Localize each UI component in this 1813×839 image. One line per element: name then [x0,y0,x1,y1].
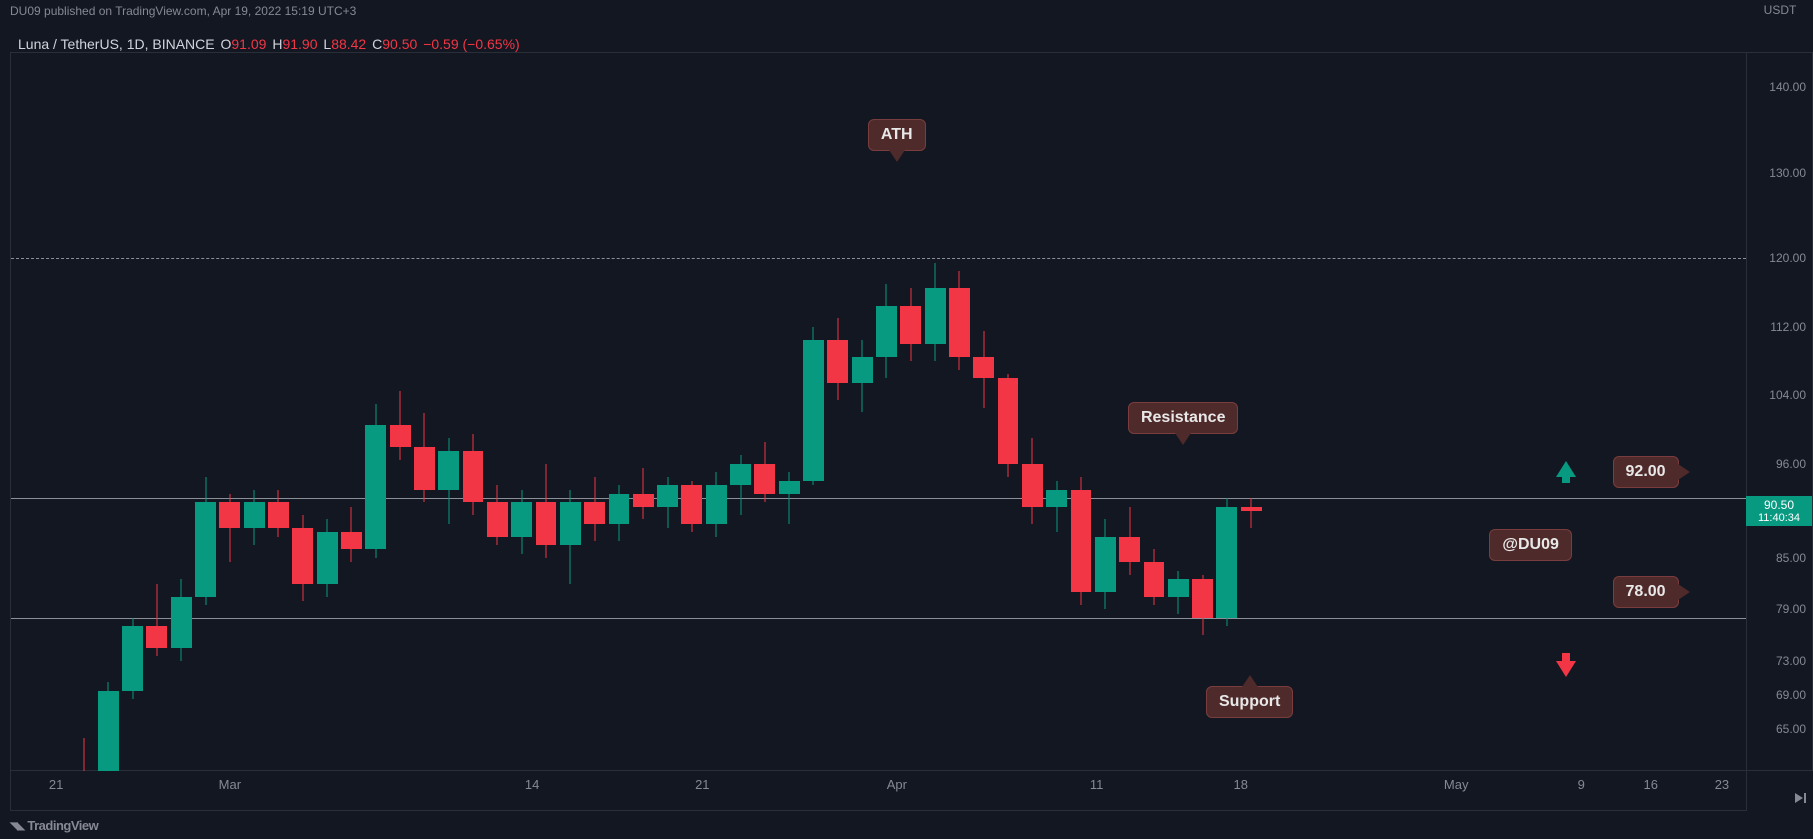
candlestick [925,53,946,772]
candlestick [1241,53,1262,772]
candlestick [1071,53,1092,772]
candlestick [317,53,338,772]
candlestick [365,53,386,772]
candlestick [74,53,95,772]
candlestick [852,53,873,772]
arrow-down-icon[interactable] [1556,661,1576,677]
candlestick [560,53,581,772]
candlestick [390,53,411,772]
price-tick: 85.00 [1776,551,1806,565]
candlestick [779,53,800,772]
candlestick [463,53,484,772]
callout-label[interactable]: Resistance [1128,402,1239,434]
footer-bar: ◥◣TradingView [0,811,1813,839]
time-axis[interactable]: 21 Mar 14 21 Apr 11 18 May 9 16 23 [10,771,1747,811]
time-tick: 14 [525,777,539,792]
candlestick [268,53,289,772]
candlestick [584,53,605,772]
candlestick [341,53,362,772]
time-tick: 16 [1643,777,1657,792]
callout-label[interactable]: Support [1206,686,1293,718]
time-tick: May [1444,777,1469,792]
price-axis[interactable]: 65.00 69.00 73.00 79.00 85.00 96.00 104.00 112.… [1747,52,1813,771]
candlestick [536,53,557,772]
time-tick: Apr [887,777,907,792]
candlestick [244,53,265,772]
candlestick [803,53,824,772]
candlestick [219,53,240,772]
candlestick [609,53,630,772]
candlestick [438,53,459,772]
price-tick: 65.00 [1776,722,1806,736]
candlestick [681,53,702,772]
candlestick [414,53,435,772]
candlestick [511,53,532,772]
publish-info: DU09 published on TradingView.com, Apr 1… [0,0,1813,22]
time-tick: 21 [695,777,709,792]
candlestick [706,53,727,772]
candlestick [1095,53,1116,772]
chart-wrapper: Luna / TetherUS, 1D, BINANCE O91.09 H91.… [0,22,1813,811]
symbol-title[interactable]: Luna / TetherUS, 1D, BINANCE [18,36,215,52]
time-tick: 21 [49,777,63,792]
price-tick: 104.00 [1769,388,1806,402]
author-handle: @DU09 [1489,529,1572,561]
price-tick: 112.00 [1770,320,1806,334]
candlestick [633,53,654,772]
candlestick [292,53,313,772]
arrow-up-icon[interactable] [1556,461,1576,477]
price-tick: 120.00 [1769,251,1806,265]
time-tick: Mar [219,777,241,792]
callout-label[interactable]: 78.00 [1613,576,1679,608]
time-tick: 9 [1578,777,1585,792]
price-tick: 130.00 [1769,166,1806,180]
price-tick: 69.00 [1776,688,1806,702]
price-axis-currency: USDT [1747,0,1813,22]
candlestick [487,53,508,772]
callout-label[interactable]: 92.00 [1613,456,1679,488]
tradingview-logo[interactable]: ◥◣TradingView [10,818,98,833]
price-tick: 96.00 [1776,457,1806,471]
price-tick: 79.00 [1776,602,1806,616]
candlestick [657,53,678,772]
candlestick [171,53,192,772]
callout-label[interactable]: ATH [868,119,926,151]
go-to-last-bar-icon[interactable] [1791,789,1809,807]
candlestick [98,53,119,772]
time-tick: 23 [1715,777,1729,792]
candlestick [146,53,167,772]
time-tick: 18 [1234,777,1248,792]
candlestick [1046,53,1067,772]
candlestick [827,53,848,772]
price-tick: 140.00 [1769,80,1806,94]
candlestick [730,53,751,772]
time-tick: 11 [1090,777,1104,792]
candlestick [122,53,143,772]
chart-legend: Luna / TetherUS, 1D, BINANCE O91.09 H91.… [18,36,520,52]
candlestick [754,53,775,772]
candlestick [998,53,1019,772]
candlestick [1022,53,1043,772]
price-tick: 73.00 [1776,654,1806,668]
candlestick [195,53,216,772]
last-price-chip: 90.5011:40:34 [1746,496,1812,526]
candlestick [973,53,994,772]
chart-pane[interactable]: ATH Resistance Support 92.00 78.00 @DU09 [10,52,1747,771]
candlestick [949,53,970,772]
